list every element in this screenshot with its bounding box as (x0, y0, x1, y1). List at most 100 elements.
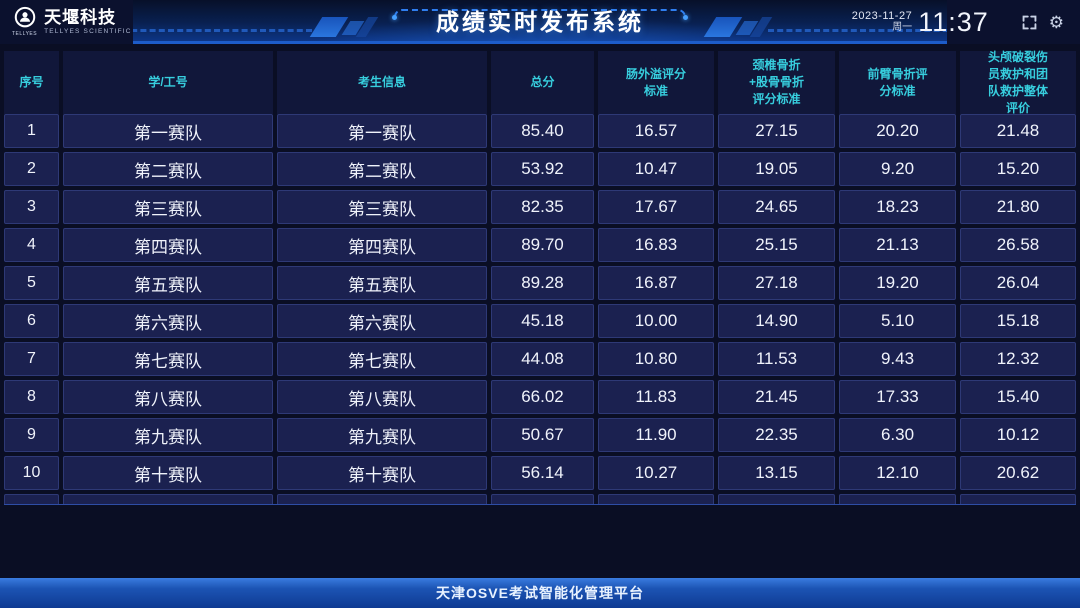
column-header-forearm-score: 前臂骨折评 分标准 (839, 51, 956, 114)
cell-seq: 9 (4, 418, 59, 452)
cell-cervical-femur-score: 13.15 (718, 456, 835, 490)
column-header-seq: 序号 (4, 51, 59, 114)
cell-candidate: 第九赛队 (277, 418, 487, 452)
cell-forearm-score: 9.43 (839, 342, 956, 376)
cell-candidate: 第六赛队 (277, 304, 487, 338)
cell-team-id: 第八赛队 (63, 380, 273, 414)
title-bracket-decoration (392, 9, 688, 20)
cell-forearm-score: 20.20 (839, 114, 956, 148)
cell-bowel-score: 10.27 (598, 456, 714, 490)
cell-skull-team-eval: 12.32 (960, 342, 1076, 376)
cell-seq: 1 (4, 114, 59, 148)
cell-team-id: 第十赛队 (63, 456, 273, 490)
banner-dash-right (768, 29, 947, 32)
cell-team-id: 第六赛队 (63, 304, 273, 338)
weekday-label: 周一 (892, 22, 913, 33)
cell-seq: 4 (4, 228, 59, 262)
cell-total: 50.67 (491, 418, 594, 452)
cell-forearm-score: 18.23 (839, 190, 956, 224)
cell-skull-team-eval: 26.58 (960, 228, 1076, 262)
cell-team-id: 第九赛队 (63, 418, 273, 452)
column-header-skull-team-eval: 头颅破裂伤 员救护和团 队救护整体 评价 (960, 50, 1076, 115)
table-row: 2 第二赛队 第二赛队 53.92 10.47 19.05 9.20 15.20 (4, 152, 1076, 186)
cell-total: 82.35 (491, 190, 594, 224)
cell-bowel-score: 10.00 (598, 304, 714, 338)
topbar: TELLYES 天堰科技 TELLYES SCIENTIFIC 成绩实时发布系统… (0, 0, 1080, 44)
cell-candidate: 第二赛队 (277, 152, 487, 186)
cell-forearm-score: 19.20 (839, 266, 956, 300)
cell-skull-team-eval: 15.20 (960, 152, 1076, 186)
cell-team-id: 第一赛队 (63, 114, 273, 148)
cell-candidate: 第一赛队 (277, 114, 487, 148)
datetime: 2023-11-27 周一 11:37 ⚙ (852, 0, 1064, 44)
cell-seq: 8 (4, 380, 59, 414)
cell-cervical-femur-score: 24.65 (718, 190, 835, 224)
column-header-total: 总分 (491, 51, 594, 114)
cell-seq (4, 494, 59, 504)
table-body[interactable]: 1 第一赛队 第一赛队 85.40 16.57 27.15 20.20 21.4… (4, 114, 1076, 505)
cell-team-id: 第七赛队 (63, 342, 273, 376)
cell-candidate: 第四赛队 (277, 228, 487, 262)
table-row: 3 第三赛队 第三赛队 82.35 17.67 24.65 18.23 21.8… (4, 190, 1076, 224)
cell-forearm-score: 5.10 (839, 304, 956, 338)
fullscreen-icon[interactable] (1021, 14, 1038, 31)
cell-team-id: 第五赛队 (63, 266, 273, 300)
cell-bowel-score: 11.83 (598, 380, 714, 414)
cell-candidate (277, 494, 487, 504)
gear-icon[interactable]: ⚙ (1048, 12, 1064, 32)
cell-total: 85.40 (491, 114, 594, 148)
cell-cervical-femur-score: 27.15 (718, 114, 835, 148)
cell-total: 89.70 (491, 228, 594, 262)
cell-forearm-score: 6.30 (839, 418, 956, 452)
cell-total: 89.28 (491, 266, 594, 300)
cell-seq: 2 (4, 152, 59, 186)
cell-bowel-score: 10.80 (598, 342, 714, 376)
table-row: 5 第五赛队 第五赛队 89.28 16.87 27.18 19.20 26.0… (4, 266, 1076, 300)
logo-subtitle: TELLYES SCIENTIFIC (44, 28, 132, 35)
cell-skull-team-eval: 26.04 (960, 266, 1076, 300)
cell-skull-team-eval: 10.12 (960, 418, 1076, 452)
logo-mark-text: TELLYES (12, 31, 38, 37)
logo-name: 天堰科技 (44, 8, 117, 27)
cell-cervical-femur-score (718, 494, 835, 504)
cell-total: 56.14 (491, 456, 594, 490)
cell-skull-team-eval (960, 494, 1076, 504)
cell-total (491, 494, 594, 504)
cell-seq: 5 (4, 266, 59, 300)
table-row: 9 第九赛队 第九赛队 50.67 11.90 22.35 6.30 10.12 (4, 418, 1076, 452)
cell-total: 44.08 (491, 342, 594, 376)
cell-bowel-score: 17.67 (598, 190, 714, 224)
cell-cervical-femur-score: 27.18 (718, 266, 835, 300)
cell-cervical-femur-score: 21.45 (718, 380, 835, 414)
column-header-candidate: 考生信息 (277, 51, 487, 114)
cell-total: 53.92 (491, 152, 594, 186)
cell-forearm-score: 17.33 (839, 380, 956, 414)
cell-cervical-femur-score: 11.53 (718, 342, 835, 376)
platform-name: 天津OSVE考试智能化管理平台 (436, 585, 644, 601)
cell-bowel-score: 16.83 (598, 228, 714, 262)
table-header: 序号 学/工号 考生信息 总分 肠外溢评分 标准 颈椎骨折 +股骨骨折 评分标准… (4, 50, 1076, 115)
table-row: 8 第八赛队 第八赛队 66.02 11.83 21.45 17.33 15.4… (4, 380, 1076, 414)
cell-candidate: 第五赛队 (277, 266, 487, 300)
cell-team-id (63, 494, 273, 504)
cell-team-id: 第四赛队 (63, 228, 273, 262)
cell-total: 45.18 (491, 304, 594, 338)
table-row: 6 第六赛队 第六赛队 45.18 10.00 14.90 5.10 15.18 (4, 304, 1076, 338)
cell-skull-team-eval: 21.80 (960, 190, 1076, 224)
cell-skull-team-eval: 21.48 (960, 114, 1076, 148)
cell-total: 66.02 (491, 380, 594, 414)
cell-skull-team-eval: 15.18 (960, 304, 1076, 338)
cell-forearm-score: 9.20 (839, 152, 956, 186)
banner-dash-left (133, 29, 312, 32)
cell-forearm-score (839, 494, 956, 504)
cell-skull-team-eval: 20.62 (960, 456, 1076, 490)
logo-icon: TELLYES (12, 6, 37, 37)
cell-bowel-score: 10.47 (598, 152, 714, 186)
title-banner: 成绩实时发布系统 (133, 0, 947, 44)
table-row (4, 494, 1076, 504)
person-circle-icon (14, 6, 35, 28)
cell-candidate: 第十赛队 (277, 456, 487, 490)
column-header-bowel-score: 肠外溢评分 标准 (598, 51, 714, 114)
cell-forearm-score: 21.13 (839, 228, 956, 262)
date-label: 2023-11-27 (851, 10, 913, 22)
